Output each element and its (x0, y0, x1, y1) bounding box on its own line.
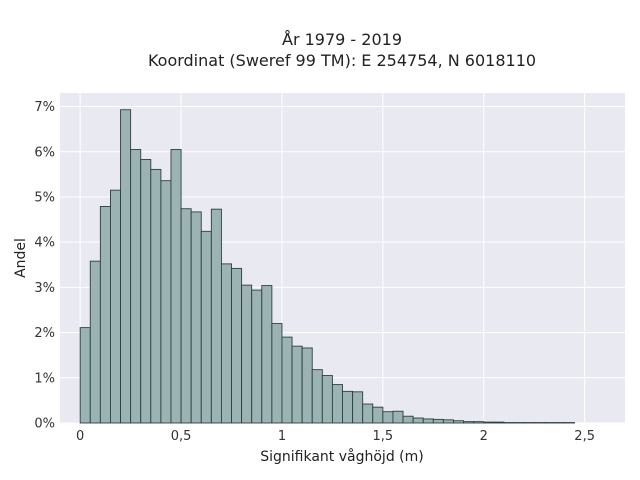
histogram-bar (342, 390, 354, 424)
x-tick-label: 2,5 (574, 429, 595, 444)
x-axis-label: Signifikant våghöjd (m) (260, 448, 423, 465)
y-axis-ticks: 0% 1% 2% 3% 4% 5% 6% 7% (34, 100, 55, 431)
y-tick-label: 1% (34, 371, 55, 386)
histogram-bar (160, 180, 172, 424)
histogram-bar (271, 323, 283, 424)
chart-title-line-2: Koordinat (Sweref 99 TM): E 254754, N 60… (148, 51, 536, 70)
histogram-bar (331, 384, 343, 424)
y-axis-label: Andel (13, 238, 29, 278)
histogram-bar (291, 345, 303, 424)
histogram-bar (130, 149, 142, 424)
histogram-bar (200, 230, 212, 424)
y-tick-label: 0% (34, 417, 55, 432)
x-tick-label: 0 (76, 429, 84, 444)
y-tick-label: 6% (34, 145, 55, 160)
histogram-bar (261, 285, 273, 424)
y-tick-label: 5% (34, 190, 55, 205)
x-axis-ticks: 0 0,5 1 1,5 2 2,5 (76, 429, 595, 444)
histogram-bar (382, 411, 394, 424)
histogram-bar (392, 410, 404, 424)
y-tick-label: 2% (34, 326, 55, 341)
histogram-bar (321, 375, 333, 424)
histogram-bar (301, 347, 313, 424)
histogram-bar (453, 420, 465, 424)
histogram-bar (493, 421, 505, 424)
histogram-bar (99, 206, 111, 424)
x-tick-label: 1 (278, 429, 286, 444)
histogram-bar (170, 149, 182, 424)
histogram-bar (220, 263, 232, 424)
histogram-bar (281, 336, 293, 424)
histogram-bar (89, 260, 101, 424)
y-tick-label: 3% (34, 281, 55, 296)
histogram-bar (140, 159, 152, 424)
histogram-bar (463, 421, 475, 424)
histogram-bar (372, 406, 384, 424)
x-tick-label: 0,5 (171, 429, 192, 444)
x-tick-label: 2 (480, 429, 488, 444)
y-tick-label: 7% (34, 100, 55, 115)
histogram-bar (412, 417, 424, 424)
y-tick-label: 4% (34, 236, 55, 251)
histogram-bars (79, 109, 576, 424)
histogram-bar (251, 289, 263, 424)
histogram-bar (241, 284, 253, 424)
histogram-bar (352, 391, 364, 424)
histogram-bar (120, 109, 132, 424)
histogram-bar (473, 421, 485, 424)
histogram-bar (180, 208, 192, 424)
histogram-bar (109, 189, 121, 424)
histogram-bar (150, 168, 162, 424)
histogram-bar (210, 208, 222, 424)
histogram-bar (79, 327, 91, 424)
histogram-bar (432, 418, 444, 424)
histogram-bar (190, 211, 202, 424)
histogram-bar (311, 369, 323, 424)
histogram-bar (422, 418, 434, 424)
histogram-bar (483, 421, 495, 424)
chart-title-line-1: År 1979 - 2019 (282, 30, 402, 49)
histogram-bar (231, 267, 243, 424)
histogram-bar (442, 419, 454, 424)
histogram-bar (362, 403, 374, 424)
x-tick-label: 1,5 (373, 429, 394, 444)
histogram-bar (402, 415, 414, 424)
